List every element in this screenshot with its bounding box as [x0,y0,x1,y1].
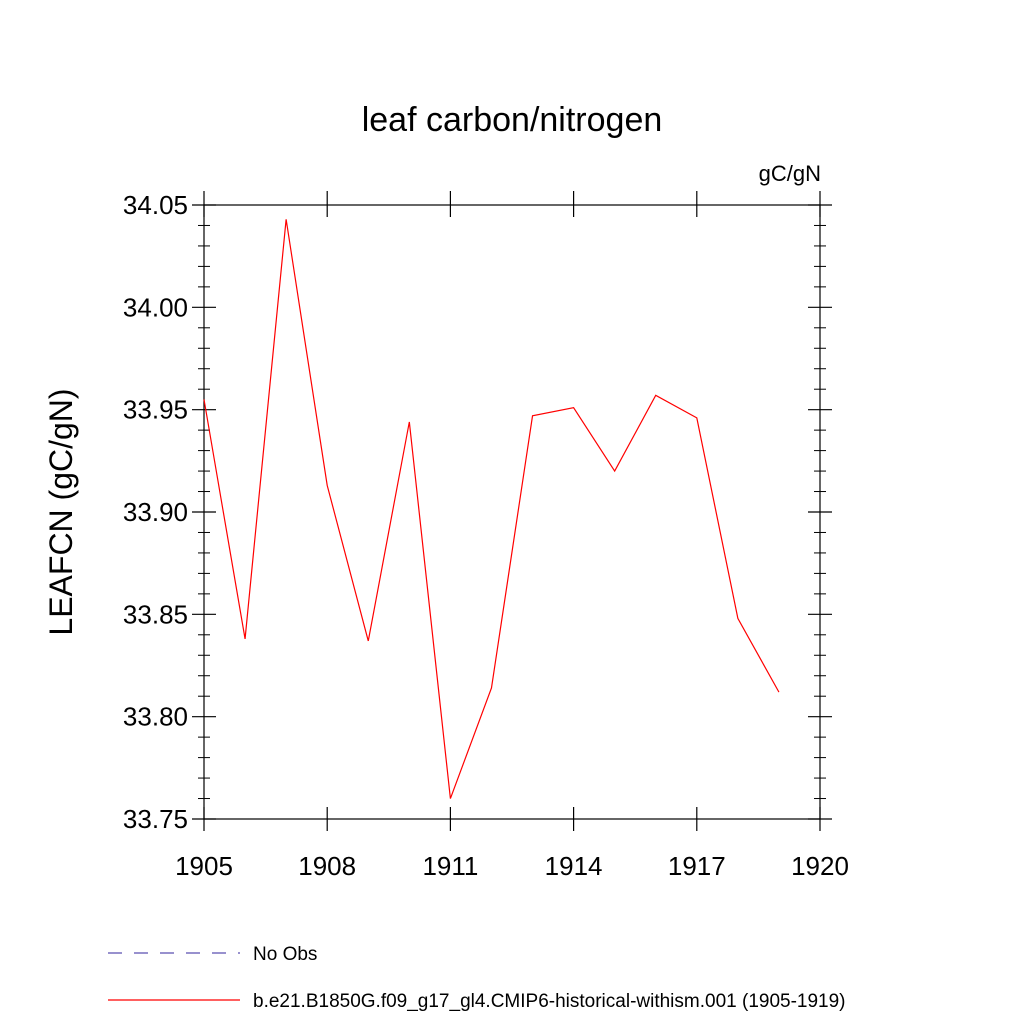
y-tick-label: 33.95 [123,395,188,425]
x-tick-label: 1917 [668,851,726,881]
series-line [203,219,780,799]
units-label: gC/gN [759,161,821,186]
x-tick-label: 1905 [175,851,233,881]
legend-label: b.e21.B1850G.f09_g17_gl4.CMIP6-historica… [253,991,846,1012]
x-tick-label: 1914 [545,851,603,881]
chart-title: leaf carbon/nitrogen [362,101,663,139]
y-tick-label: 33.85 [123,599,188,629]
plot-frame [203,204,821,820]
y-axis-label: LEAFCN (gC/gN) [43,388,79,635]
x-tick-label: 1908 [298,851,356,881]
legend-label: No Obs [253,944,317,965]
y-tick-label: 33.80 [123,702,188,732]
y-tick-label: 33.75 [123,804,188,834]
y-tick-label: 34.00 [123,292,188,322]
y-tick-label: 34.05 [123,190,188,220]
x-tick-label: 1920 [791,851,849,881]
y-tick-label: 33.90 [123,497,188,527]
x-tick-label: 1911 [422,851,478,881]
